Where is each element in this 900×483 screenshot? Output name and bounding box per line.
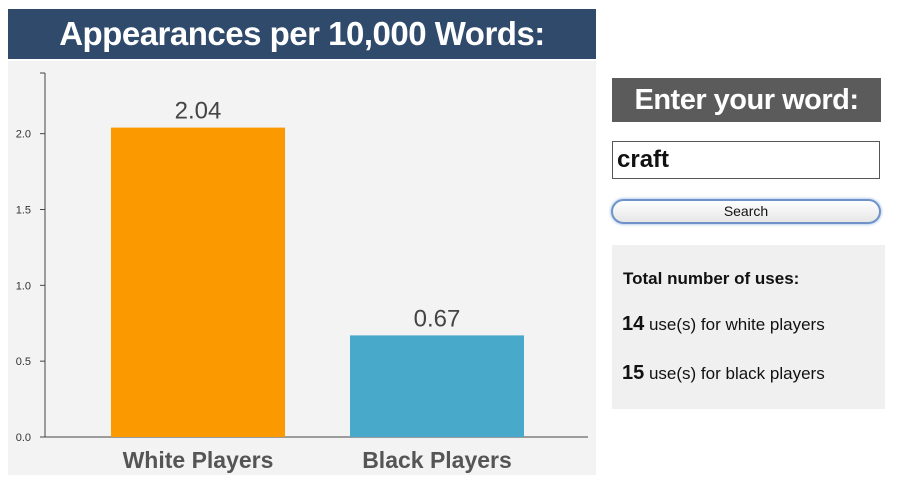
black-uses-count: 15 [622,362,645,384]
bar-data-label: 2.04 [175,98,222,125]
enter-word-header: Enter your word: [612,78,881,122]
bar-data-label: 0.67 [414,305,461,332]
y-tick-label: 0.5 [16,356,31,368]
white-uses-line: 14 use(s) for white players [622,313,825,336]
x-category-label: Black Players [362,447,512,473]
white-uses-count: 14 [622,313,645,335]
bar [350,335,524,437]
white-uses-text: use(s) for white players [644,315,825,334]
word-input[interactable] [612,141,880,179]
bar [111,127,285,437]
x-category-label: White Players [123,447,274,473]
search-button[interactable]: Search [611,199,881,224]
y-tick-label: 1.0 [16,280,31,292]
bar-chart: 0.0 0.5 1.0 1.5 2.0 2.04 White Players 0.67 Blac… [8,61,596,475]
chart-title: Appearances per 10,000 Words: [8,9,596,59]
black-uses-line: 15 use(s) for black players [622,362,825,385]
bar-chart-svg: 0.0 0.5 1.0 1.5 2.0 2.04 White Players 0.67 Blac… [16,72,588,473]
totals-title: Total number of uses: [623,269,800,288]
y-tick-label: 2.0 [16,129,31,141]
black-uses-text: use(s) for black players [644,364,825,383]
y-tick-label: 0.0 [16,432,31,444]
totals-panel: Total number of uses: 14 use(s) for whit… [612,245,885,409]
y-tick-label: 1.5 [16,205,31,217]
